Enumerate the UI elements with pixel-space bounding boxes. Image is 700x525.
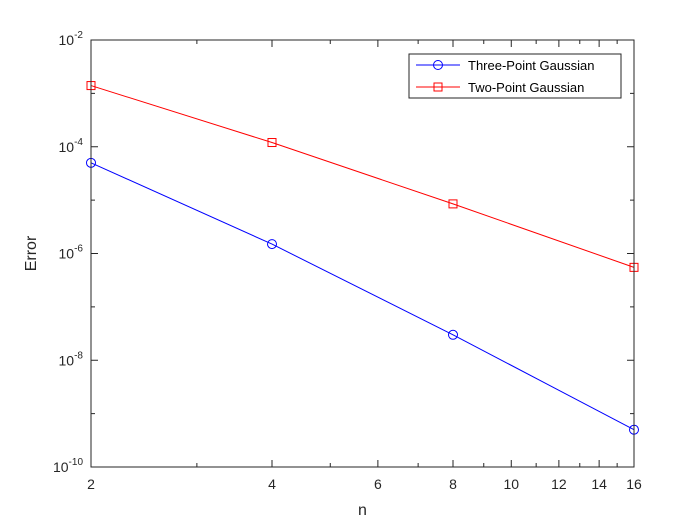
plot-area: [91, 40, 634, 467]
x-tick-label: 14: [591, 476, 607, 492]
legend-label: Three-Point Gaussian: [468, 58, 594, 73]
x-tick-label: 2: [87, 476, 95, 492]
legend-marker: [433, 82, 443, 92]
series-line-1: [90, 85, 635, 268]
legend-box: [408, 53, 622, 99]
data-point: [267, 239, 277, 250]
x-tick-label: 10: [503, 476, 519, 492]
legend: Three-Point Gaussian Two-Point Gaussian: [408, 53, 622, 99]
x-tick-label: 8: [449, 476, 457, 492]
labels-layer: 2 4 6 8 10 12 14 16 10-10 10-8 10-6 10-4 10-2: [53, 30, 642, 492]
x-tick-label: 16: [626, 476, 642, 492]
legend-marker: [433, 60, 443, 70]
plot-frame: [90, 39, 635, 468]
x-axis-title: n: [358, 502, 367, 519]
data-point: [448, 329, 458, 340]
y-axis-title: Error: [23, 235, 40, 271]
x-tick-label: 4: [268, 476, 276, 492]
x-tick-label: 12: [551, 476, 567, 492]
legend-label: Two-Point Gaussian: [468, 80, 584, 95]
y-tick-label: 10-4: [59, 137, 84, 155]
y-tick-label: 10-10: [53, 457, 83, 475]
legend-items: Three-Point Gaussian Two-Point Gaussian: [416, 58, 594, 95]
data-point: [448, 199, 458, 209]
series-line-0: [90, 162, 635, 431]
y-tick-label: 10-6: [59, 244, 84, 262]
x-tick-label: 6: [374, 476, 382, 492]
y-tick-label: 10-8: [59, 350, 84, 368]
y-tick-label: 10-2: [59, 30, 84, 48]
data-point: [267, 138, 277, 148]
